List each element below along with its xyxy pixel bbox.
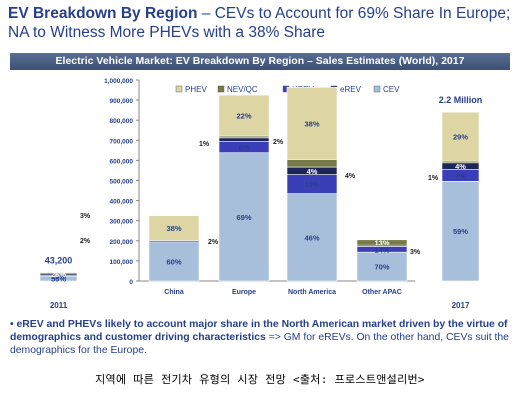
total-label: 2.2 Million: [439, 95, 483, 105]
legend-swatch: [217, 85, 225, 93]
y-tick-label: 900,000: [110, 98, 134, 105]
callout-label: 2%: [208, 239, 219, 246]
y-tick-label: 700,000: [110, 138, 134, 145]
segment-label: 4%: [307, 167, 318, 176]
category-label: Other APAC: [362, 289, 402, 296]
legend-label: PHEV: [185, 85, 207, 94]
segment-label: 38%: [166, 224, 181, 233]
footnote: • eREV and PHEVs likely to account major…: [10, 318, 515, 357]
bar-segment: [148, 241, 200, 282]
segment-label: 7%: [455, 171, 466, 180]
segment-label: 26%: [51, 270, 66, 279]
legend-label: eREV: [340, 85, 362, 94]
bar-segment: [286, 86, 338, 160]
category-label: China: [164, 289, 184, 296]
segment-label: 13%: [374, 238, 389, 247]
bar-segment: [39, 272, 78, 274]
legend-swatch: [175, 85, 183, 93]
segment-label: 38%: [304, 119, 319, 128]
callout-label: 2%: [80, 238, 91, 245]
caption: 지역에 따른 전기차 유형의 시장 전망 <출처: 프로스트앤설리번>: [95, 373, 425, 386]
segment-label: 60%: [166, 257, 181, 266]
legend-label: CEV: [383, 85, 400, 94]
headline-bold: EV Breakdown By Region: [8, 5, 198, 22]
segment-label: 29%: [453, 133, 468, 142]
callout-label: 1%: [199, 141, 210, 148]
y-tick-label: 100,000: [110, 259, 134, 266]
bar-segment: [218, 137, 270, 142]
y-tick-label: 400,000: [110, 199, 134, 206]
y-tick-label: 500,000: [110, 179, 134, 186]
category-label: Europe: [232, 289, 256, 296]
bar-segment: [441, 181, 480, 282]
bar-segment: [441, 111, 480, 162]
segment-label: 46%: [304, 233, 319, 242]
segment-label: 59%: [453, 227, 468, 236]
headline: EV Breakdown By Region – CEVs to Account…: [8, 4, 514, 42]
bar-segment: [148, 215, 200, 241]
category-label: North America: [288, 289, 336, 296]
callout-label: 3%: [410, 249, 421, 256]
y-tick-label: 800,000: [110, 118, 134, 125]
legend-swatch: [373, 85, 381, 93]
category-label: 2011: [50, 301, 68, 310]
segment-label: 56%: [51, 275, 66, 284]
segment-label: 69%: [236, 213, 251, 222]
total-label: 43,200: [45, 255, 73, 265]
bar-segment: [286, 159, 338, 168]
callout-label: 1%: [428, 175, 439, 182]
callout-label: 4%: [345, 173, 356, 180]
segment-label: 4%: [455, 162, 466, 171]
segment-label: 22%: [236, 112, 251, 121]
category-label: 2017: [452, 301, 470, 310]
y-tick-label: 600,000: [110, 158, 134, 165]
y-tick-label: 200,000: [110, 239, 134, 246]
callout-label: 3%: [80, 213, 91, 220]
footnote-rest: => GM for eREVs. On the other hand, CEVs…: [10, 332, 509, 356]
segment-label: 70%: [374, 263, 389, 272]
y-tick-label: 1,000,000: [104, 78, 133, 85]
segment-label: 13%: [51, 272, 66, 281]
segment-label: 10%: [304, 180, 319, 189]
footnote-bold: • eREV and PHEVs likely to account major…: [10, 319, 508, 343]
segment-label: 6%: [239, 143, 250, 152]
bar-segment: [356, 239, 408, 246]
y-tick-label: 0: [129, 279, 133, 286]
legend-label: NEV/QC: [227, 85, 258, 94]
chart-title: Electric Vehicle Market: EV Breakdown By…: [10, 53, 510, 70]
headline-rest: – CEVs to Account for 69% Share In Europ…: [8, 5, 511, 41]
segment-label: 14%: [374, 245, 389, 254]
callout-label: 2%: [273, 139, 284, 146]
bar-segment: [218, 94, 270, 137]
bar-segment: [286, 193, 338, 282]
y-tick-label: 300,000: [110, 219, 134, 226]
